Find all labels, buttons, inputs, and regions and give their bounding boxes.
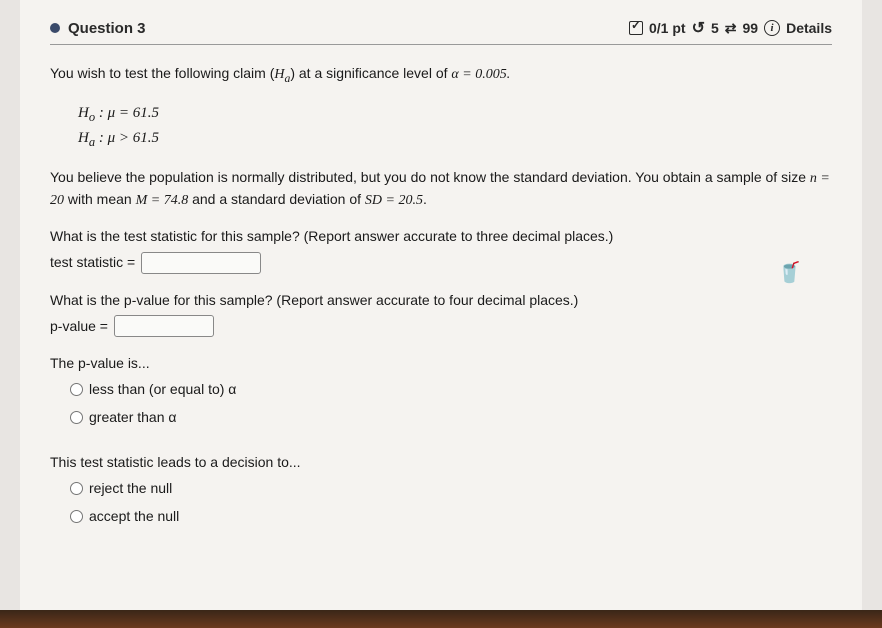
q2-prompt: What is the p-value for this sample? (Re…: [50, 290, 832, 312]
intro-prefix: You wish to test the following claim (: [50, 65, 274, 81]
question-meta: 0/1 pt ↺ 5 ⇄ 99 i Details: [629, 18, 832, 38]
question-body: You wish to test the following claim (Ha…: [50, 63, 832, 528]
radio-greater-than[interactable]: [70, 411, 83, 424]
decision-group: reject the null accept the null: [70, 478, 832, 527]
opt-greater-label: greater than α: [89, 407, 176, 429]
pvalue-option-greater[interactable]: greater than α: [70, 407, 832, 429]
ha-expr: : μ > 61.5: [95, 130, 159, 146]
claim-h: H: [274, 67, 284, 82]
sd-expr: SD = 20.5: [365, 193, 423, 208]
body-1c: and a standard deviation of: [188, 191, 365, 207]
pvalue-compare-group: less than (or equal to) α greater than α: [70, 379, 832, 428]
decision-option-accept[interactable]: accept the null: [70, 506, 832, 528]
q3-lead: The p-value is...: [50, 353, 832, 375]
bottom-bar: [0, 610, 882, 628]
radio-less-than[interactable]: [70, 383, 83, 396]
intro-mid: ) at a significance level of: [290, 65, 451, 81]
ha-h: H: [78, 130, 89, 146]
check-icon: [629, 21, 643, 35]
tries-left: 99: [743, 20, 759, 36]
p-value-row: p-value =: [50, 315, 832, 337]
test-statistic-row: test statistic =: [50, 252, 832, 274]
h0-expr: : μ = 61.5: [95, 105, 159, 121]
opt-less-label: less than (or equal to) α: [89, 379, 236, 401]
retry-icon: ↺: [692, 18, 705, 38]
swap-icon: ⇄: [725, 20, 737, 37]
q1-prompt: What is the test statistic for this samp…: [50, 226, 832, 248]
score-text: 0/1 pt: [649, 20, 686, 36]
hypotheses-block: Ho : μ = 61.5 Ha : μ > 61.5: [78, 102, 832, 153]
info-icon[interactable]: i: [764, 20, 780, 36]
intro-text: You wish to test the following claim (Ha…: [50, 63, 832, 88]
h0-h: H: [78, 105, 89, 121]
opt-accept-label: accept the null: [89, 506, 179, 528]
test-statistic-input[interactable]: [141, 252, 261, 274]
radio-accept[interactable]: [70, 510, 83, 523]
pvalue-option-less[interactable]: less than (or equal to) α: [70, 379, 832, 401]
details-link[interactable]: Details: [786, 20, 832, 36]
question-container: Question 3 0/1 pt ↺ 5 ⇄ 99 i Details You…: [20, 0, 862, 610]
m-expr: M = 74.8: [136, 193, 189, 208]
p-value-input[interactable]: [114, 315, 214, 337]
body-1b: with mean: [64, 191, 136, 207]
null-hypothesis: Ho : μ = 61.5: [78, 102, 832, 127]
bullet-icon: [50, 23, 60, 33]
test-statistic-label: test statistic =: [50, 252, 135, 274]
sample-info: You believe the population is normally d…: [50, 167, 832, 212]
decision-option-reject[interactable]: reject the null: [70, 478, 832, 500]
alpha-expr: α = 0.005.: [451, 67, 510, 82]
attempts-count: 5: [711, 20, 719, 36]
p-value-label: p-value =: [50, 316, 108, 338]
radio-reject[interactable]: [70, 482, 83, 495]
question-title-group: Question 3: [50, 20, 146, 37]
cursor-icon: 🥤: [777, 260, 802, 285]
body-1a: You believe the population is normally d…: [50, 169, 810, 185]
alt-hypothesis: Ha : μ > 61.5: [78, 127, 832, 152]
q4-lead: This test statistic leads to a decision …: [50, 452, 832, 474]
opt-reject-label: reject the null: [89, 478, 172, 500]
question-header: Question 3 0/1 pt ↺ 5 ⇄ 99 i Details: [50, 18, 832, 45]
question-label: Question 3: [68, 20, 146, 37]
body-1d: .: [423, 191, 427, 207]
